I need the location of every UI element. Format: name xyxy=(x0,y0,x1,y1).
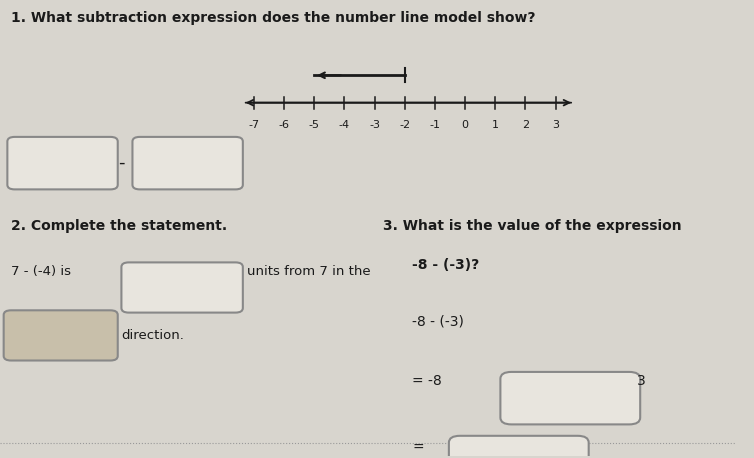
Text: -6: -6 xyxy=(278,120,290,130)
Text: 2: 2 xyxy=(522,120,529,130)
FancyBboxPatch shape xyxy=(8,137,118,189)
FancyBboxPatch shape xyxy=(4,311,118,360)
Text: units from 7 in the: units from 7 in the xyxy=(247,265,370,278)
Text: 2. Complete the statement.: 2. Complete the statement. xyxy=(11,219,227,233)
Text: -8 - (-3): -8 - (-3) xyxy=(412,315,464,329)
Text: -4: -4 xyxy=(339,120,350,130)
Text: 3. What is the value of the expression: 3. What is the value of the expression xyxy=(382,219,682,233)
Text: 1. What subtraction expression does the number line model show?: 1. What subtraction expression does the … xyxy=(11,11,535,25)
Text: -: - xyxy=(118,154,124,172)
Text: -5: -5 xyxy=(308,120,320,130)
Text: -1: -1 xyxy=(429,120,440,130)
Text: -8 - (-3)?: -8 - (-3)? xyxy=(412,258,480,272)
Text: 1: 1 xyxy=(492,120,498,130)
FancyBboxPatch shape xyxy=(121,262,243,313)
Text: -7: -7 xyxy=(248,120,259,130)
Text: direction.: direction. xyxy=(121,329,184,342)
Text: -3: -3 xyxy=(369,120,380,130)
Text: 7 - (-4) is: 7 - (-4) is xyxy=(11,265,71,278)
Text: 0: 0 xyxy=(461,120,468,130)
FancyBboxPatch shape xyxy=(449,436,589,458)
Text: 3: 3 xyxy=(552,120,559,130)
Text: = -8: = -8 xyxy=(412,374,442,388)
Text: 3: 3 xyxy=(636,374,645,388)
FancyBboxPatch shape xyxy=(133,137,243,189)
Text: -2: -2 xyxy=(399,120,410,130)
FancyBboxPatch shape xyxy=(501,372,640,425)
Text: =: = xyxy=(412,441,424,454)
